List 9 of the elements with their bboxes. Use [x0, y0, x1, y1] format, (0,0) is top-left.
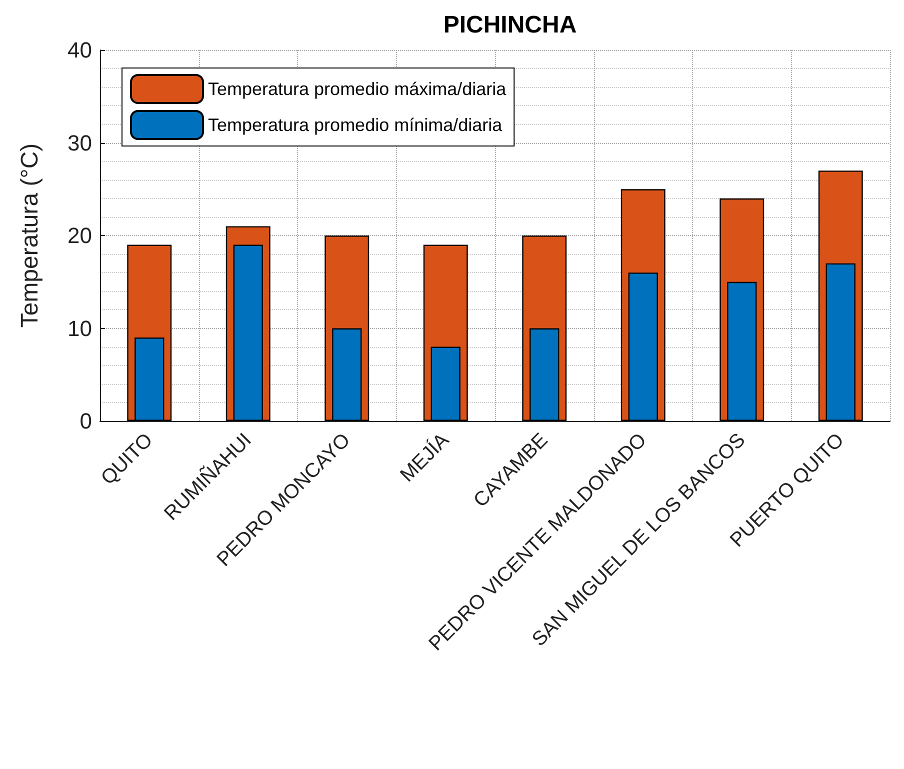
y-axis-title: Temperatura (°C)	[16, 143, 44, 328]
y-tick-label: 40	[68, 38, 92, 62]
y-tick-label: 0	[80, 408, 92, 434]
legend-label: Temperatura promedio máxima/diaria	[208, 79, 508, 99]
y-tick-label: 20	[68, 223, 92, 248]
y-tick-label: 30	[68, 130, 92, 156]
chart-title: PICHINCHA	[443, 12, 577, 38]
y-tick-label: 10	[68, 316, 92, 341]
legend-label: Temperatura promedio mínima/diaria	[208, 115, 504, 135]
